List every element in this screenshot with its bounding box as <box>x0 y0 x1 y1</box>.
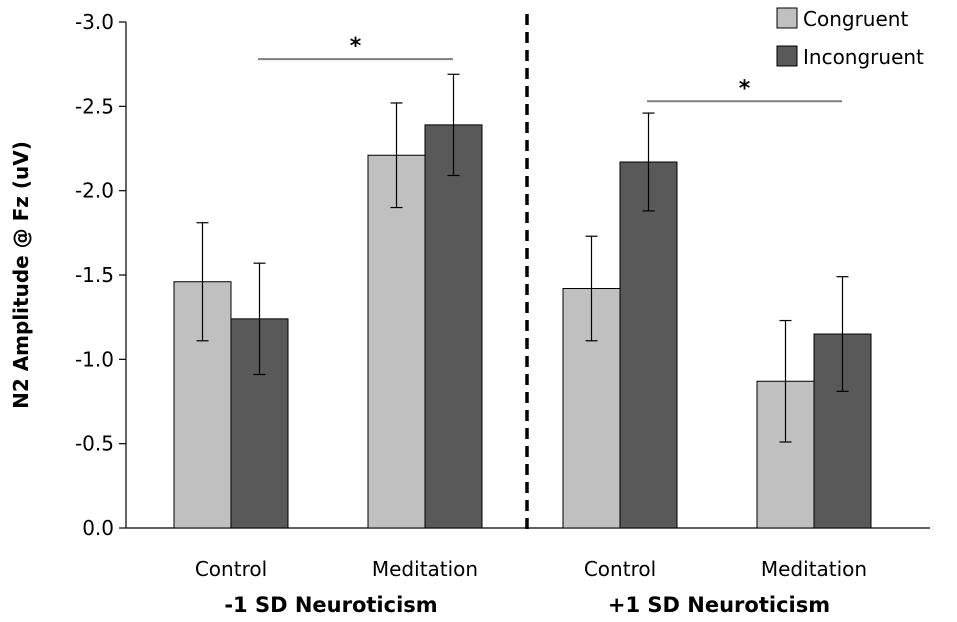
category-label: Meditation <box>372 557 478 581</box>
x-axis-labels: Control Meditation Control Meditation -1 SD … <box>195 557 867 617</box>
bar-incongruent-1 <box>424 124 483 529</box>
error-bars <box>196 73 849 443</box>
bars <box>173 124 872 529</box>
category-label: Meditation <box>761 557 867 581</box>
y-tick-label: -1.5 <box>75 263 114 287</box>
group-label: +1 SD Neuroticism <box>608 593 830 617</box>
category-label: Control <box>195 557 267 581</box>
significance-star: * <box>350 34 362 59</box>
bar-incongruent-2 <box>619 161 678 529</box>
y-axis: 0.0 -0.5 -1.0 -1.5 -2.0 -2.5 -3.0 <box>75 10 930 540</box>
y-tick-label: 0.0 <box>82 516 114 540</box>
y-axis-title: N2 Amplitude @ Fz (uV) <box>9 141 33 409</box>
y-tick-label: -2.5 <box>75 94 114 118</box>
legend-swatch-congruent <box>776 7 798 29</box>
legend-swatch-incongruent <box>776 45 798 67</box>
category-label: Control <box>584 557 656 581</box>
bar-congruent-1 <box>367 154 426 529</box>
y-tick-label: -0.5 <box>75 432 114 456</box>
y-tick-label: -1.0 <box>75 347 114 371</box>
y-tick-label: -2.0 <box>75 179 114 203</box>
significance-annotations: ** <box>258 34 842 103</box>
legend-label: Incongruent <box>803 45 924 69</box>
significance-star: * <box>739 76 751 101</box>
legend-label: Congruent <box>803 7 908 31</box>
y-tick-label: -3.0 <box>75 10 114 34</box>
legend: Congruent Incongruent <box>776 7 924 69</box>
group-label: -1 SD Neuroticism <box>224 593 437 617</box>
